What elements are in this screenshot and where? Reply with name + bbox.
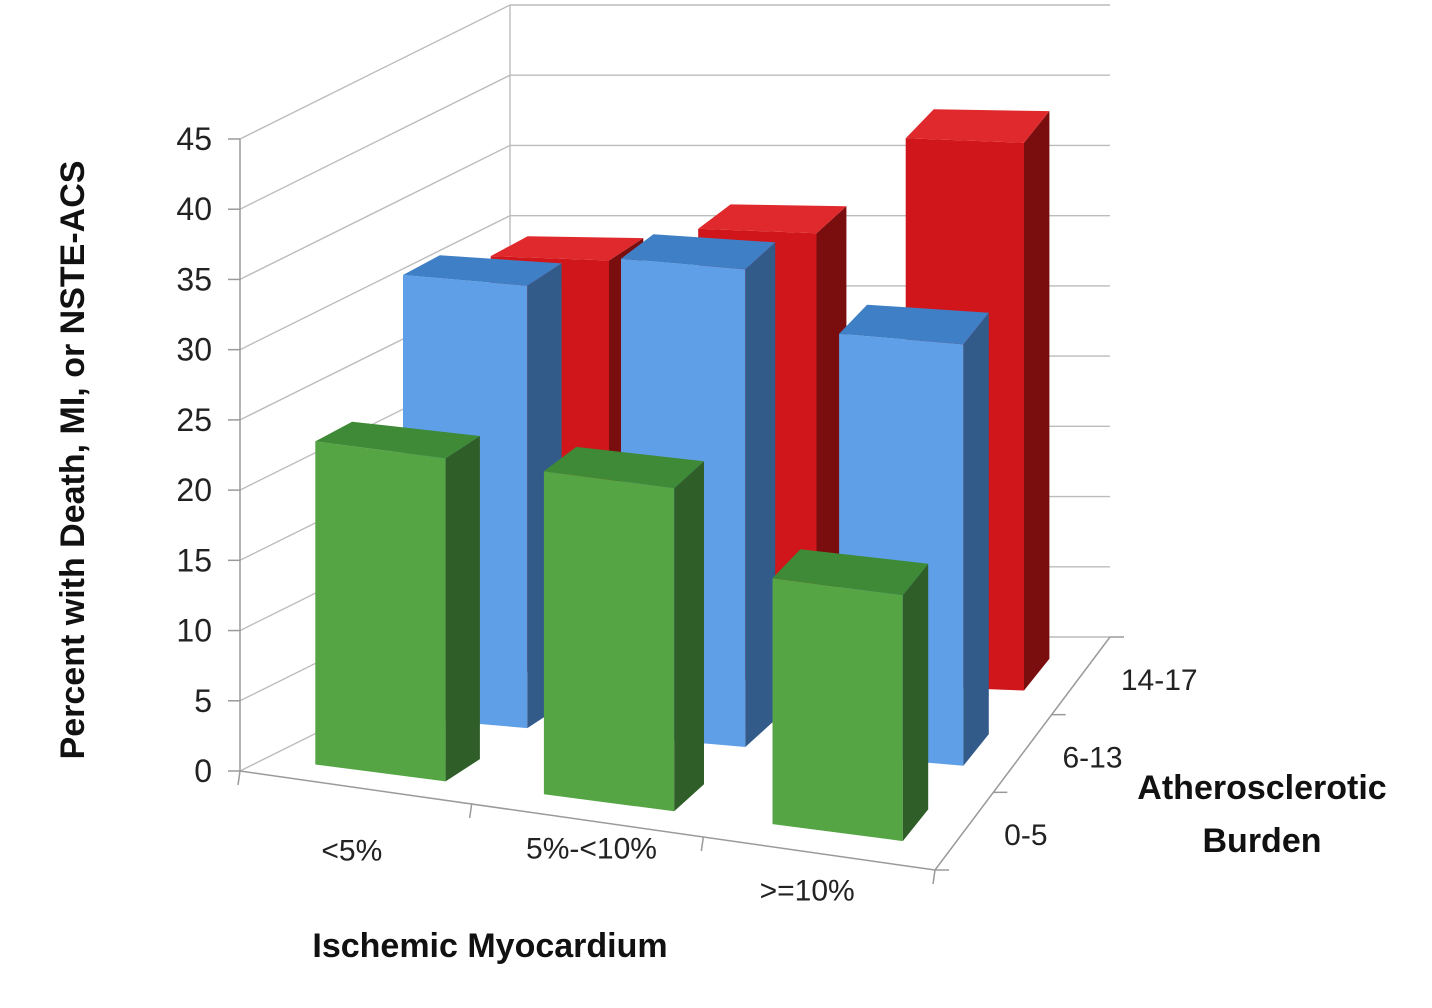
z-category-label: 14-17 xyxy=(1121,664,1198,697)
y-tick-label: 25 xyxy=(176,402,212,438)
x-axis-line xyxy=(239,770,936,871)
x-tick-mark xyxy=(468,803,473,819)
bar-top-face xyxy=(772,549,929,596)
x-axis-title: Ischemic Myocardium xyxy=(312,927,667,965)
y-tick-label: 30 xyxy=(176,332,212,368)
bar-side-face xyxy=(902,563,929,842)
x-tick-mark xyxy=(932,869,936,885)
y-tick-label: 20 xyxy=(176,472,212,508)
y-tick-label: 10 xyxy=(176,613,212,649)
y-axis-title: Percent with Death, MI, or NSTE-ACS xyxy=(54,161,92,760)
y-tick-label: 0 xyxy=(194,753,212,789)
y-tick-label: 15 xyxy=(176,542,212,578)
bar-0-5-<5% xyxy=(315,421,480,782)
y-tick-label: 5 xyxy=(194,683,212,719)
category-labels: <5% 5%-<10% >=10% 14-17 6-13 0-5 xyxy=(321,664,1197,908)
x-category-label: >=10% xyxy=(760,875,855,908)
bar-side-face xyxy=(445,436,480,782)
bar-top-face xyxy=(698,204,847,234)
y-tick-label: 40 xyxy=(176,191,212,227)
bar-side-face xyxy=(745,242,776,747)
bar-side-face xyxy=(674,461,704,812)
y-tick-label: 35 xyxy=(176,261,212,297)
x-tick-mark xyxy=(237,770,241,786)
bar-top-face xyxy=(839,304,989,345)
x-category-label: <5% xyxy=(321,835,382,868)
z-axis-title-line-2: Burden xyxy=(1203,822,1322,860)
bar-top-face xyxy=(905,109,1050,143)
bar-top-face xyxy=(621,234,776,270)
bar-top-face xyxy=(490,236,644,261)
bar-top-face xyxy=(543,446,704,489)
bar-front-face xyxy=(315,441,446,782)
bar-top-face xyxy=(315,421,480,459)
x-category-label: 5%-<10% xyxy=(526,833,657,866)
x-tick-mark xyxy=(700,836,705,852)
z-category-label: 6-13 xyxy=(1063,742,1123,775)
z-axis-line xyxy=(934,636,1111,871)
bar-0-5->=10% xyxy=(772,549,929,842)
bars xyxy=(315,109,1050,842)
bar-side-face xyxy=(1024,111,1050,691)
y-tick-labels: 0 5 10 15 20 25 30 35 40 45 xyxy=(176,121,212,789)
bar-front-face xyxy=(543,471,675,812)
z-axis-title-line-1: Atherosclerotic xyxy=(1137,769,1386,807)
y-tick-label: 45 xyxy=(176,121,212,157)
bar-top-face xyxy=(403,255,562,286)
bar-0-5-5%-<10% xyxy=(543,446,704,812)
z-category-label: 0-5 xyxy=(1004,819,1047,852)
bar-front-face xyxy=(772,578,903,842)
bar-side-face xyxy=(963,312,989,766)
